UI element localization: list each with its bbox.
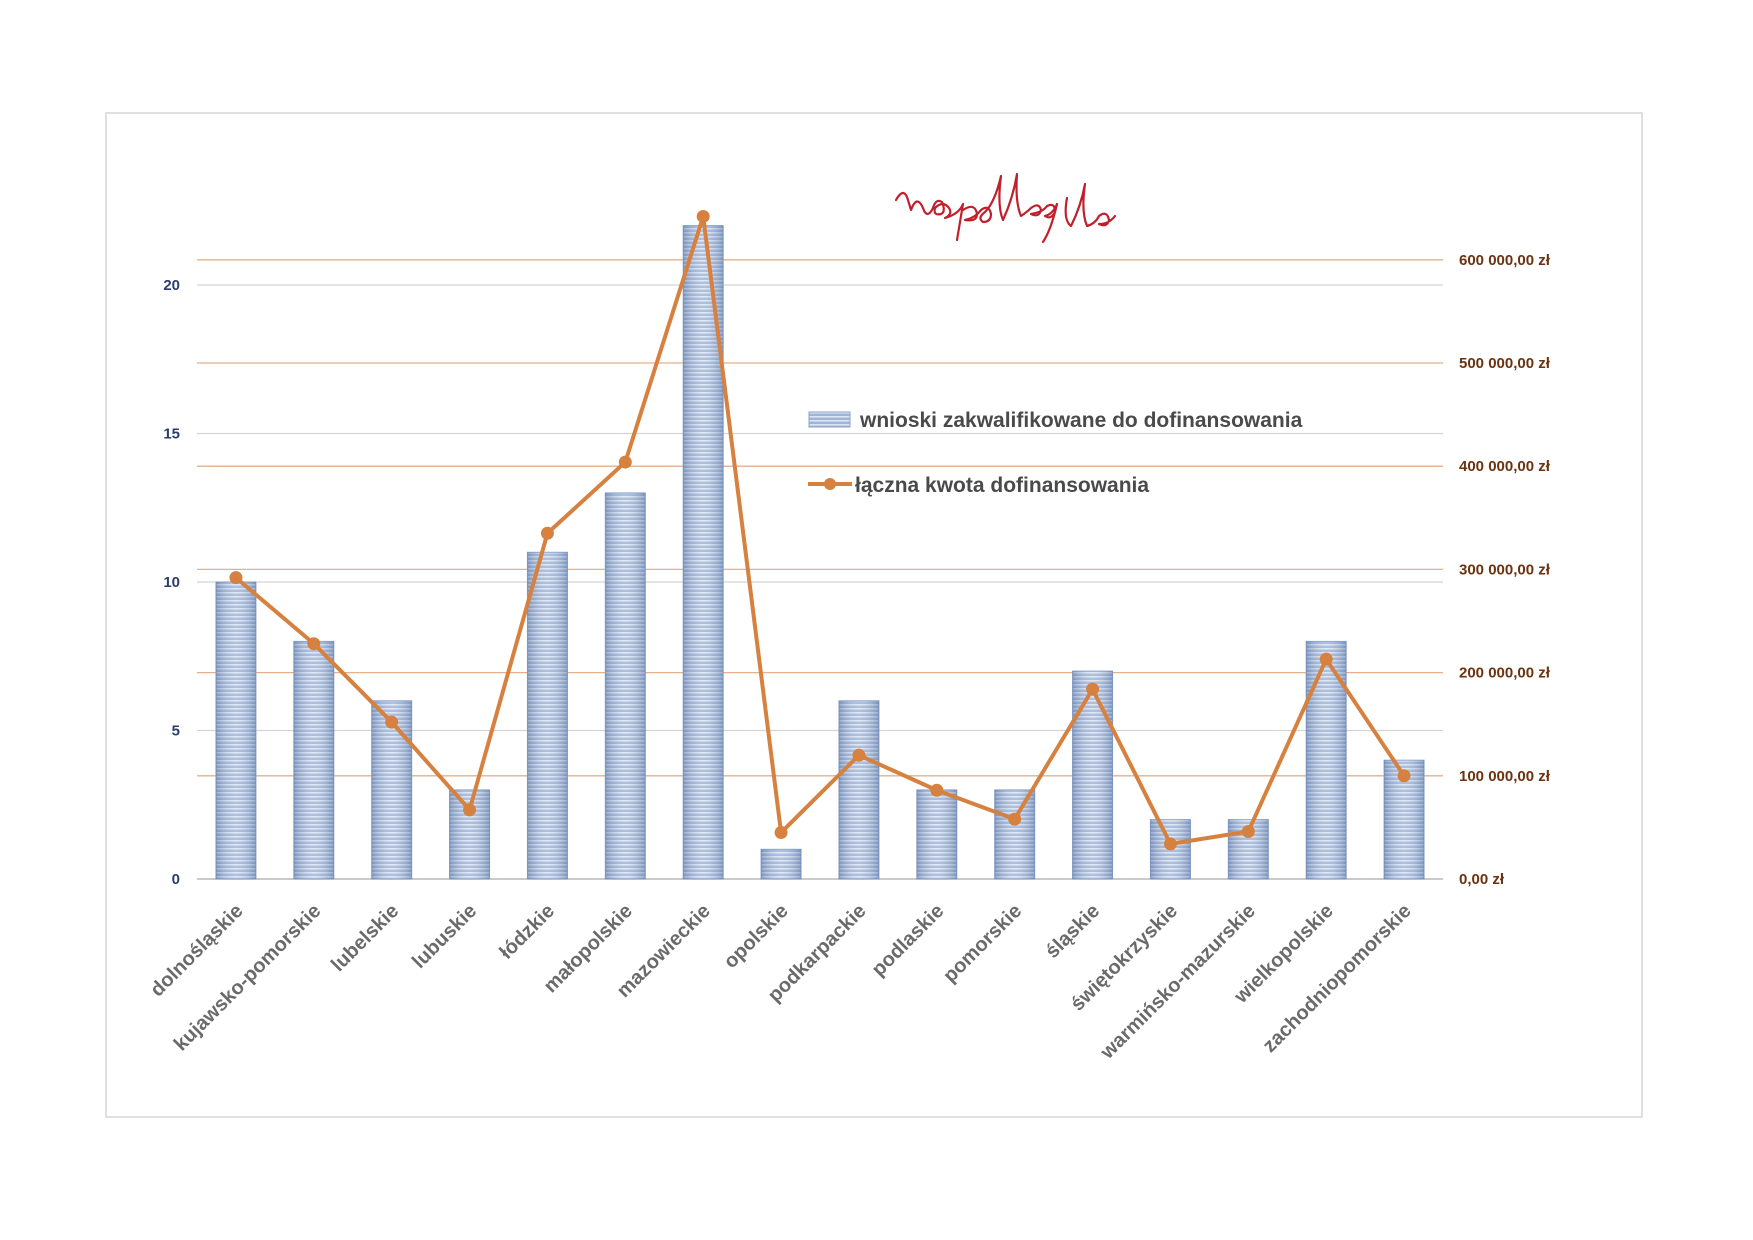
line-series <box>229 209 1411 851</box>
bar-shading <box>293 641 334 879</box>
bar-shading <box>1072 671 1113 879</box>
bar-shading <box>761 849 802 879</box>
legend-line-marker <box>824 478 836 490</box>
bar-shading <box>838 700 879 879</box>
left-tick-label: 15 <box>163 426 180 443</box>
bars-series <box>215 225 1425 880</box>
line-point <box>1008 812 1022 826</box>
left-axis-tick-labels: 0 5 10 15 20 <box>163 277 180 888</box>
bar-shading <box>215 582 256 879</box>
legend-line-label: łączna kwota dofinansowania <box>855 474 1149 497</box>
right-tick-label: 600 000,00 zł <box>1459 252 1551 269</box>
line-point <box>385 715 399 729</box>
niepodlegla-logo <box>894 172 1117 244</box>
bar-shading <box>527 552 568 879</box>
right-tick-label: 100 000,00 zł <box>1459 768 1551 785</box>
line-point <box>1086 682 1100 696</box>
legend-bar-swatch <box>808 411 851 428</box>
left-tick-label: 20 <box>163 277 180 294</box>
right-tick-label: 400 000,00 zł <box>1459 458 1551 475</box>
line-point <box>1319 652 1333 666</box>
right-tick-label: 500 000,00 zł <box>1459 355 1551 372</box>
legend: wnioski zakwalifikowane do dofinansowani… <box>808 409 1303 497</box>
line-point <box>463 803 477 817</box>
bar-shading <box>916 789 957 879</box>
line-point <box>1163 837 1177 851</box>
line-point <box>540 526 554 540</box>
bar-shading <box>994 789 1035 879</box>
line-point <box>696 209 710 223</box>
right-tick-label: 200 000,00 zł <box>1459 665 1551 682</box>
right-tick-label: 300 000,00 zł <box>1459 561 1551 578</box>
line-point <box>774 826 788 840</box>
bar-shading <box>605 492 646 879</box>
line-point <box>930 783 944 797</box>
line-point <box>1397 769 1411 783</box>
left-tick-label: 5 <box>172 723 180 740</box>
left-tick-label: 0 <box>172 871 180 888</box>
line-point <box>229 571 243 585</box>
line-point <box>307 637 321 651</box>
line-point <box>852 748 866 762</box>
bar-shading <box>371 700 412 879</box>
right-axis-tick-labels: 0,00 zł 100 000,00 zł 200 000,00 zł 300 000… <box>1459 252 1551 888</box>
line-path <box>234 214 1406 846</box>
left-tick-label: 10 <box>163 574 180 591</box>
line-point <box>618 455 632 469</box>
line-point <box>1241 825 1255 839</box>
right-axis-gridlines <box>197 259 1443 777</box>
chart-frame <box>105 112 1643 1118</box>
right-tick-label: 0,00 zł <box>1459 871 1505 888</box>
legend-bar-label: wnioski zakwalifikowane do dofinansowani… <box>859 409 1303 432</box>
